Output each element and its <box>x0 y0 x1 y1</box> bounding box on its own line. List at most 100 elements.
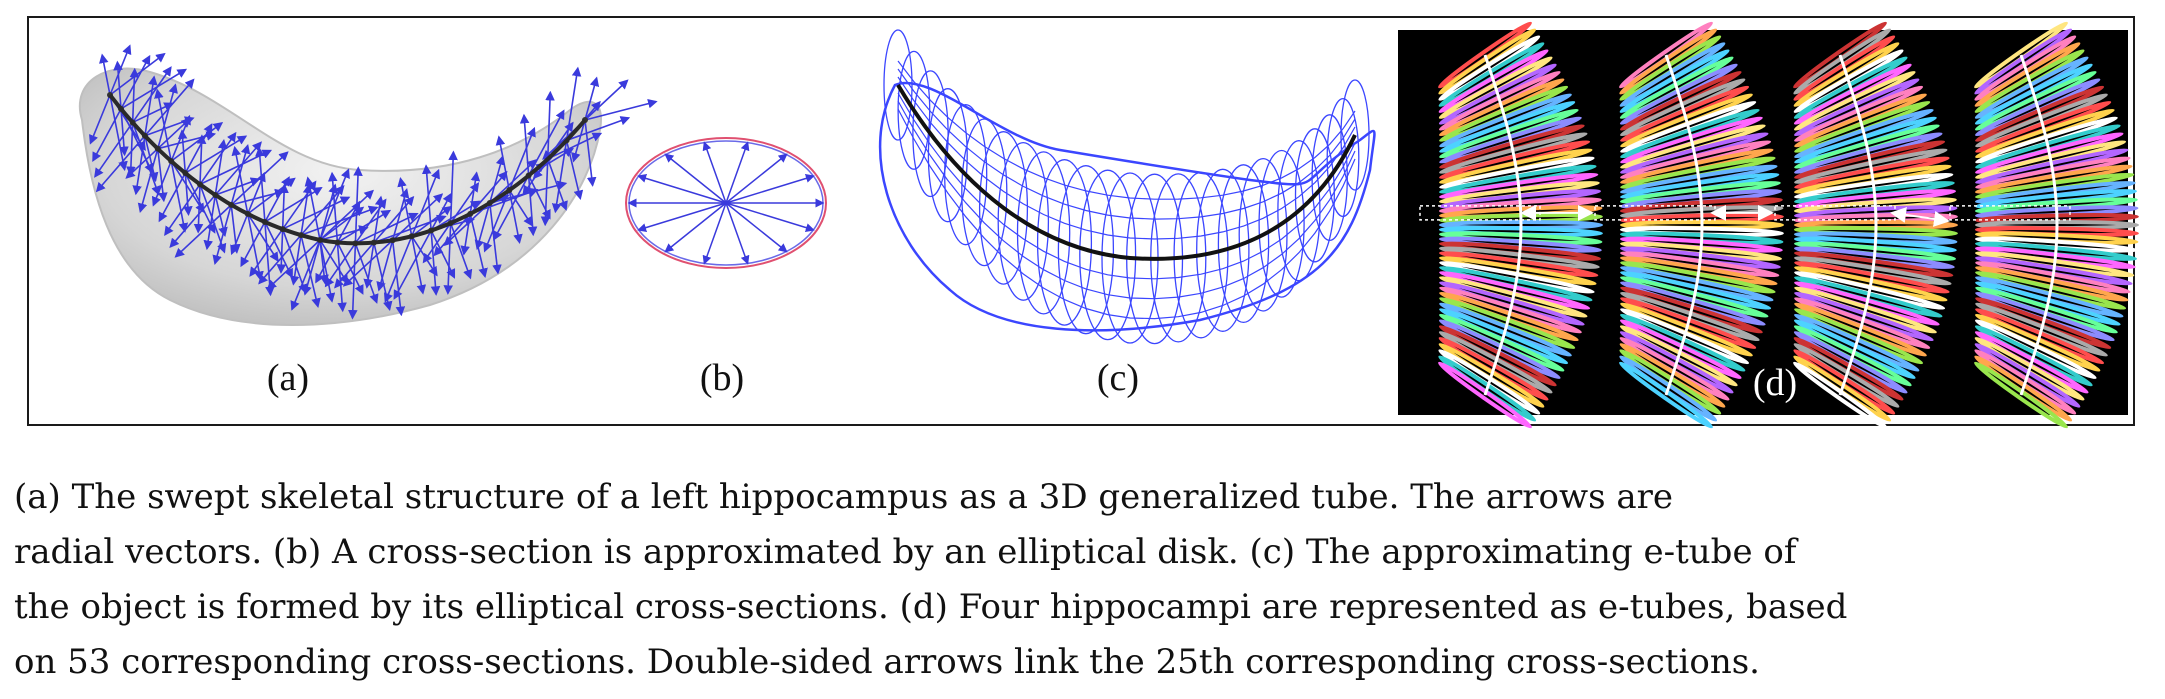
radial-vector <box>430 192 452 231</box>
radial-vector <box>430 230 441 296</box>
radial-vector <box>92 108 122 163</box>
radial-vector <box>89 94 111 145</box>
radial-vector <box>383 235 413 303</box>
radial-vector <box>348 243 358 320</box>
radial-vector <box>565 140 584 201</box>
radial-vector <box>508 189 533 227</box>
mesh-ring <box>1340 79 1370 191</box>
radial-vector <box>334 242 375 289</box>
radial-vector <box>354 243 379 304</box>
mesh-ring <box>883 29 913 141</box>
radial-vector <box>282 196 351 230</box>
spoke <box>725 153 788 204</box>
radial-vector <box>144 135 159 183</box>
radial-vector <box>126 122 136 177</box>
radial-vector <box>177 129 188 174</box>
radial-vector <box>527 109 565 176</box>
radial-vector <box>279 183 289 230</box>
radial-vector <box>264 221 293 279</box>
radial-vector <box>183 172 193 216</box>
spoke <box>725 202 815 232</box>
mesh-outline <box>878 81 1376 332</box>
panel-label-c: (c) <box>1097 357 1139 399</box>
spoke <box>664 202 727 253</box>
radial-vector <box>129 67 140 123</box>
radial-vector <box>281 228 308 294</box>
e-tube-skeleton <box>2019 54 2059 396</box>
spoke <box>725 202 750 265</box>
e-tube-skeleton <box>1664 54 1704 396</box>
correspondence-arrows <box>1520 204 1950 227</box>
mesh-line <box>897 68 1356 220</box>
mesh-line <box>897 76 1356 240</box>
radial-vector <box>571 119 586 163</box>
radial-vector <box>169 194 216 249</box>
radial-vector <box>354 198 387 244</box>
figure-caption: (a) The swept skeletal structure of a le… <box>14 470 2154 690</box>
radial-vector <box>392 193 444 241</box>
spoke <box>725 174 815 204</box>
correspondence-arrow <box>1890 206 1950 227</box>
spoke <box>664 153 727 204</box>
radial-vector <box>319 189 374 241</box>
radial-vector <box>196 134 207 185</box>
radial-vector <box>300 184 345 236</box>
radial-vector <box>214 139 228 196</box>
radial-vector <box>584 119 597 187</box>
mesh-ring <box>1036 159 1093 326</box>
radial-vector <box>199 131 237 185</box>
radial-vector <box>327 171 339 243</box>
e-tube-set <box>1419 21 2139 429</box>
mesh-line <box>897 108 1356 320</box>
radial-vector <box>258 234 302 285</box>
radial-vector <box>203 194 217 251</box>
spoke <box>725 202 788 253</box>
radial-vector <box>304 176 321 241</box>
radial-vector <box>212 204 232 265</box>
radial-vector <box>433 213 471 257</box>
panel-b-cross-section: (b) <box>625 137 827 399</box>
radial-vector <box>300 183 313 236</box>
panel-label-a: (a) <box>267 357 309 399</box>
radial-vector <box>132 102 174 124</box>
radial-vector <box>566 116 631 142</box>
radial-vector <box>421 164 432 231</box>
radial-vector <box>276 229 287 274</box>
mesh-ring <box>997 141 1050 301</box>
skeleton-curve <box>108 93 587 246</box>
radial-vector <box>170 160 205 214</box>
radial-vector <box>247 213 279 262</box>
mesh-ring <box>1294 128 1335 263</box>
caption-line-3: the object is formed by its elliptical c… <box>14 587 1848 627</box>
radial-vector <box>519 113 530 176</box>
caption-line-1: (a) The swept skeletal structure of a le… <box>14 477 1673 517</box>
mesh-ring <box>961 118 1008 267</box>
radial-vector <box>411 168 440 237</box>
mesh-ring <box>1173 171 1229 339</box>
radial-vector <box>397 177 413 237</box>
spoke <box>637 174 727 204</box>
radial-vector <box>290 239 321 311</box>
panel-d-four-hippocampi: (d) <box>1398 21 2139 429</box>
panel-label-b: (b) <box>700 357 744 399</box>
radial-vector <box>120 54 151 110</box>
radial-vector <box>170 160 189 233</box>
mesh-line <box>897 92 1356 280</box>
figure-illustration: (a) (b) (c) (d) <box>79 21 2139 429</box>
panel-label-d: (d) <box>1753 362 1797 404</box>
mesh-ring <box>1258 149 1305 298</box>
radial-vector <box>302 239 321 296</box>
e-tube-skeleton <box>1483 54 1523 396</box>
radial-vector <box>158 172 187 223</box>
radial-vector <box>584 98 658 121</box>
mesh-line <box>897 100 1356 300</box>
radial-vector <box>363 242 375 289</box>
radial-vector <box>113 60 123 109</box>
cross-section-ellipse <box>625 137 827 269</box>
radial-vector <box>336 200 361 243</box>
mesh-ring <box>978 131 1029 285</box>
mesh-ring <box>1016 151 1071 315</box>
radial-vector <box>289 234 302 286</box>
radial-vector <box>215 177 261 196</box>
radial-vector <box>551 140 568 214</box>
